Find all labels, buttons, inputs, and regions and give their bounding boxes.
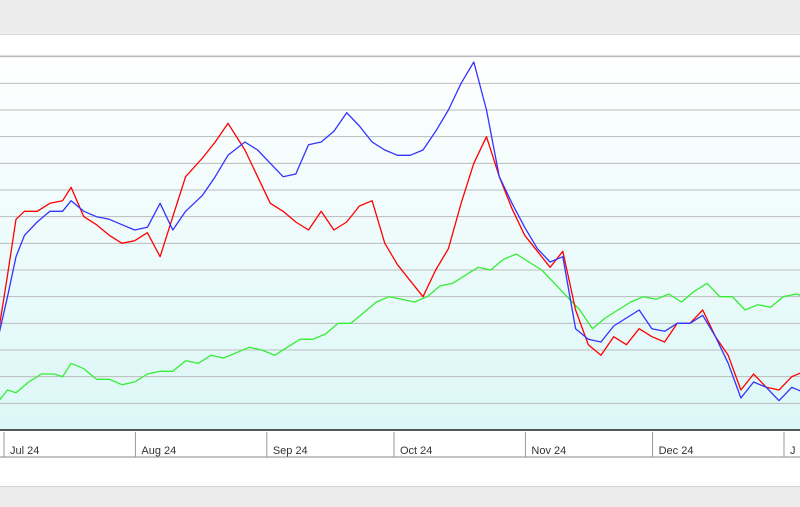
x-tick-label: Oct 24 [400, 445, 432, 457]
series-line-2 [0, 253, 800, 401]
x-tick-label: Dec 24 [659, 445, 694, 457]
top-toolbar [0, 0, 800, 35]
series-lines [0, 61, 800, 402]
x-tick-label: J [790, 445, 796, 457]
gridlines [0, 55, 800, 404]
series-line-0 [0, 122, 800, 391]
bottom-scrollbar[interactable] [0, 486, 800, 507]
x-tick-label: Sep 24 [273, 445, 308, 457]
x-tick-label: Jul 24 [10, 445, 39, 457]
x-tick-label: Aug 24 [141, 445, 176, 457]
x-tick-label: Nov 24 [531, 445, 566, 457]
x-axis-ticks: Jul 24 Aug 24 Sep 24 Oct 24 Nov 24 Dec 24 J [3, 432, 796, 457]
line-chart: Jul 24 Aug 24 Sep 24 Oct 24 Nov 24 Dec 24 J [0, 55, 800, 458]
series-line-1 [0, 61, 800, 402]
